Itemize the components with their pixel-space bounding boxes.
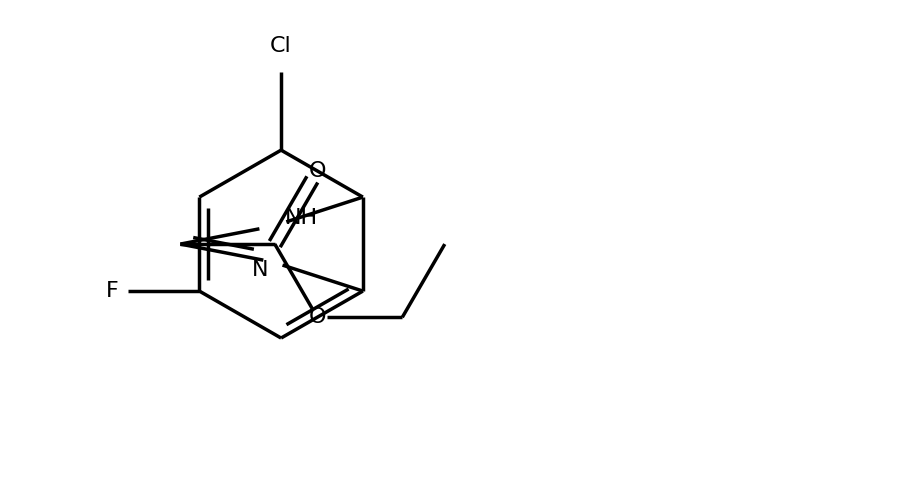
Text: Cl: Cl bbox=[270, 36, 292, 56]
Text: O: O bbox=[309, 161, 326, 181]
Text: F: F bbox=[106, 281, 119, 301]
Text: O: O bbox=[309, 307, 326, 327]
Text: N: N bbox=[251, 260, 268, 280]
Text: NH: NH bbox=[285, 208, 318, 228]
